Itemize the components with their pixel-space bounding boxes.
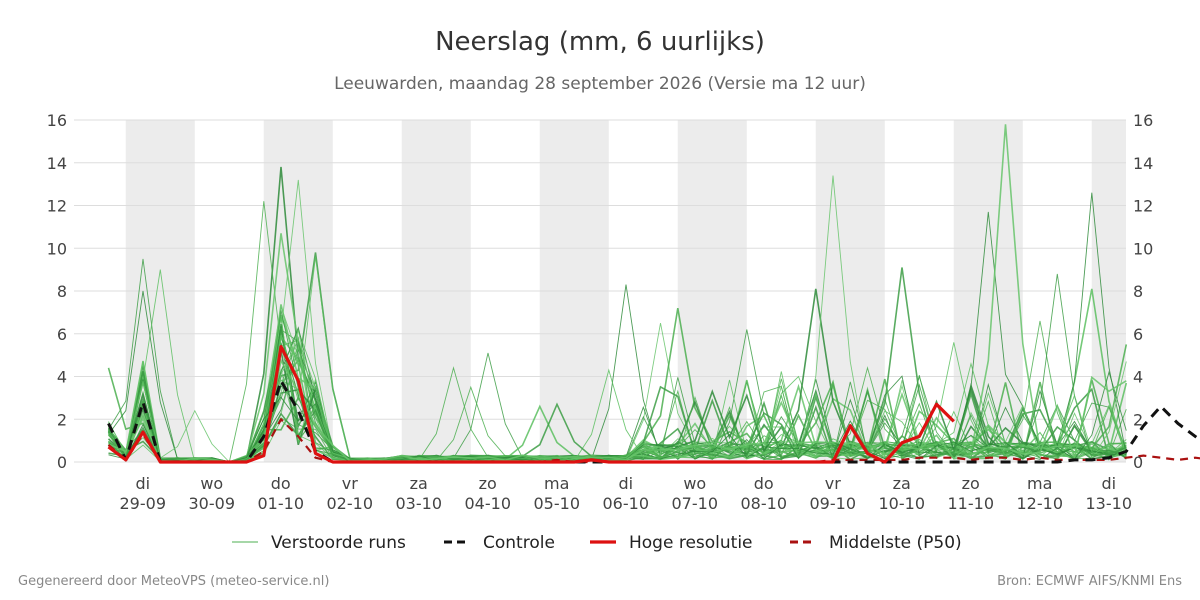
- legend: Verstoorde runs Controle Hoge resolutie Mid…: [232, 533, 962, 553]
- y-tick-label-right: 10: [1133, 239, 1153, 258]
- legend-item: Controle: [444, 533, 555, 553]
- x-tick-date: 08-10: [741, 494, 788, 513]
- x-tick-date: 03-10: [396, 494, 443, 513]
- y-tick-label-right: 6: [1133, 325, 1143, 344]
- x-tick-date: 09-10: [810, 494, 857, 513]
- x-tick-date: 10-10: [879, 494, 926, 513]
- y-tick-label-right: 14: [1133, 154, 1153, 173]
- x-tick-day: vr: [342, 474, 358, 493]
- x-tick-day: wo: [683, 474, 706, 493]
- x-tick-day: zo: [962, 474, 980, 493]
- main-series: [107, 345, 1200, 464]
- x-tick-date: 06-10: [603, 494, 650, 513]
- x-tick-day: di: [618, 474, 633, 493]
- y-tick-label-left: 0: [57, 453, 67, 472]
- x-tick-day: za: [893, 474, 911, 493]
- legend-label: Hoge resolutie: [629, 533, 753, 553]
- x-tick-day: za: [410, 474, 428, 493]
- x-tick-date: 12-10: [1017, 494, 1064, 513]
- y-tick-label-left: 4: [57, 368, 67, 387]
- y-tick-label-left: 12: [47, 197, 67, 216]
- y-tick-label-left: 8: [57, 282, 67, 301]
- x-tick-date: 11-10: [948, 494, 995, 513]
- y-tick-label-right: 2: [1133, 410, 1143, 429]
- legend-item: Verstoorde runs: [232, 533, 406, 553]
- legend-label: Verstoorde runs: [271, 533, 406, 553]
- legend-item: Hoge resolutie: [590, 533, 753, 553]
- x-tick-date: 13-10: [1086, 494, 1133, 513]
- x-tick-day: ma: [544, 474, 569, 493]
- x-tick-date: 29-09: [120, 494, 167, 513]
- y-tick-label-right: 12: [1133, 197, 1153, 216]
- legend-label: Controle: [483, 533, 555, 553]
- x-tick-date: 07-10: [672, 494, 719, 513]
- legend-label: Middelste (P50): [829, 533, 962, 553]
- x-tick-date: 01-10: [258, 494, 305, 513]
- legend-item: Middelste (P50): [790, 533, 962, 553]
- y-axis-left: 0 2 4 6 8 10 12 14 16: [47, 111, 67, 472]
- x-tick-day: do: [271, 474, 291, 493]
- y-tick-label-left: 10: [47, 239, 67, 258]
- x-tick-date: 30-09: [189, 494, 236, 513]
- chart-subtitle: Leeuwarden, maandag 28 september 2026 (V…: [334, 74, 866, 94]
- y-tick-label-right: 8: [1133, 282, 1143, 301]
- y-tick-label-right: 16: [1133, 111, 1153, 130]
- x-tick-date: 02-10: [327, 494, 374, 513]
- x-tick-day: di: [135, 474, 150, 493]
- x-tick-day: di: [1101, 474, 1116, 493]
- x-tick-day: wo: [200, 474, 223, 493]
- y-tick-label-left: 14: [47, 154, 67, 173]
- y-tick-label-left: 16: [47, 111, 67, 130]
- y-axis-right: 0 2 4 6 8 10 12 14 16: [1133, 111, 1153, 472]
- footer-generated-by: Gegenereerd door MeteoVPS (meteo-service…: [18, 574, 329, 589]
- x-tick-day: zo: [479, 474, 497, 493]
- x-axis: di29-09wo30-09do01-10vr02-10za03-10zo04-…: [120, 474, 1133, 513]
- y-tick-label-right: 0: [1133, 453, 1143, 472]
- y-tick-label-right: 4: [1133, 368, 1143, 387]
- series-line-hoge-resolutie: [107, 345, 955, 464]
- ensemble-run-line: [108, 358, 1127, 463]
- footer-source: Bron: ECMWF AIFS/KNMI Ens: [997, 574, 1182, 589]
- chart-title: Neerslag (mm, 6 uurlijks): [435, 27, 765, 57]
- x-tick-day: do: [754, 474, 774, 493]
- x-tick-day: vr: [825, 474, 841, 493]
- y-tick-label-left: 6: [57, 325, 67, 344]
- x-tick-date: 04-10: [465, 494, 512, 513]
- x-tick-day: ma: [1027, 474, 1052, 493]
- x-tick-date: 05-10: [534, 494, 581, 513]
- y-tick-label-left: 2: [57, 410, 67, 429]
